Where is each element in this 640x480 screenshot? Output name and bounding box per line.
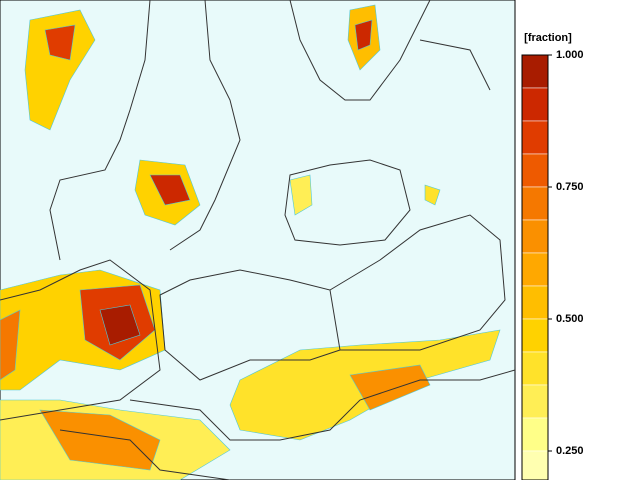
colorbar-frame [521, 54, 549, 480]
borders [0, 0, 516, 480]
precip-fields [0, 4, 501, 480]
colorbar-swatch [521, 54, 549, 89]
colorbar-swatch [521, 87, 549, 122]
colorbar-swatch [521, 120, 549, 155]
colorbar-swatch [521, 318, 549, 353]
colorbar-swatch [521, 450, 549, 480]
colorbar-swatch [521, 186, 549, 221]
colorbar-tick-label: 0.500 [556, 313, 584, 325]
colorbar-tick-label: 1.000 [556, 49, 584, 61]
colorbar-tick-label: 0.250 [556, 445, 584, 457]
colorbar-swatch [521, 219, 549, 254]
colorbar: [fraction] 1.000 0.750 0.500 0.250 [521, 32, 584, 480]
colorbar-tick-label: 0.750 [556, 181, 584, 193]
colorbar-swatch [521, 252, 549, 287]
colorbar-swatch [521, 417, 549, 452]
colorbar-swatch [521, 384, 549, 419]
map [0, 0, 516, 480]
colorbar-swatch [521, 351, 549, 386]
colorbar-title: [fraction] [524, 32, 572, 44]
colorbar-swatch [521, 285, 549, 320]
colorbar-swatch [521, 153, 549, 188]
